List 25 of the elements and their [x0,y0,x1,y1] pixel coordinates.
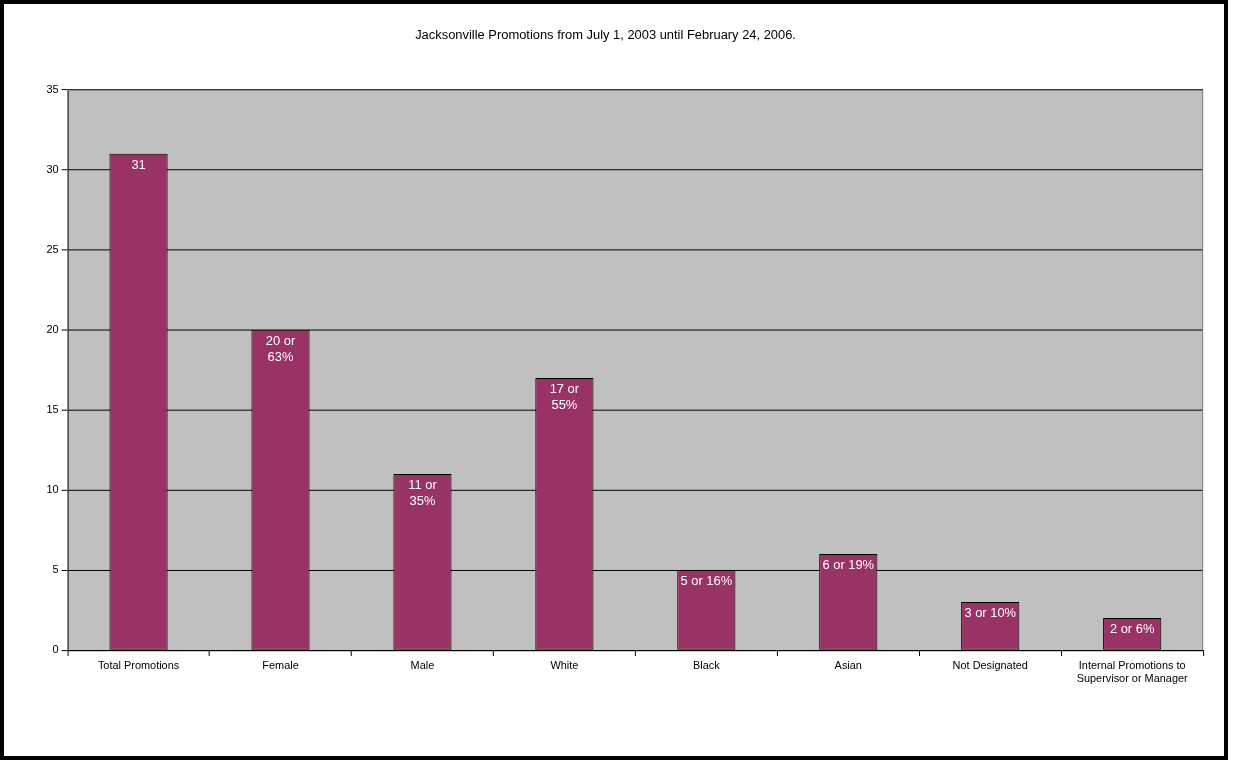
x-tick-label: Not Designated [952,658,1028,671]
data-label: 6 or 19% [822,556,875,572]
y-tick-label: 0 [52,643,59,656]
data-label: 2 or 6% [1109,621,1155,637]
x-tick-label: Asian [834,658,862,671]
y-tick-label: 20 [46,322,59,335]
x-tick-label: Male [410,658,435,671]
y-tick-label: 10 [46,483,59,495]
data-label: 11 or 35% [408,476,438,508]
y-tick-label: 15 [46,402,59,415]
chart-title: Jacksonville Promotions from July 1, 2003 until February 24, 2006. [415,27,796,42]
data-label: 3 or 10% [964,605,1017,620]
data-label: 17 or 55% [549,380,580,412]
y-tick-label: 35 [46,82,59,95]
y-tick-label: 25 [46,242,59,255]
data-label: 5 or 16% [680,573,733,588]
y-tick-label: 5 [52,563,59,576]
data-label: 20 or 63% [265,332,296,364]
x-tick-label: Female [262,658,299,671]
x-tick-label: Total Promotions [97,658,180,671]
x-tick-label: Internal Promotions to Supervisor or Manager [1076,658,1189,684]
x-tick-label: White [550,658,579,671]
x-tick-label: Black [692,658,721,671]
y-tick-label: 30 [46,162,59,175]
data-label: 31 [131,156,146,172]
